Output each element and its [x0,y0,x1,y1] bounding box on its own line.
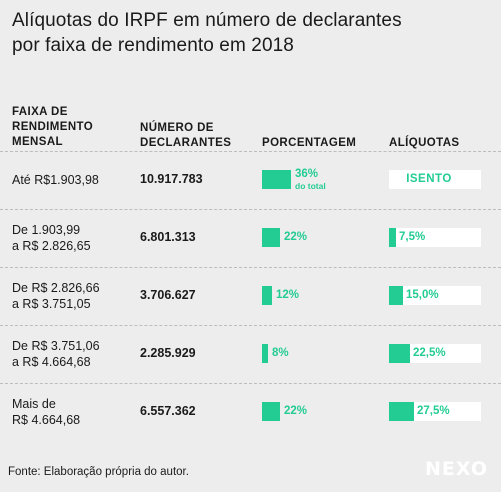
row-separator [0,383,501,384]
percentage-label: 22% [284,231,308,243]
range-label: Até R$1.903,98 [12,172,99,188]
header-range-line-2: RENDIMENTO [12,121,94,133]
header-pct: PORCENTAGEM [262,136,356,151]
range-label: Mais de R$ 4.664,68 [12,396,80,428]
rate-bar [389,344,410,363]
rate-bar [389,228,396,247]
row-separator [0,267,501,268]
percentage-label: 22% [284,405,308,417]
percentage-bar [262,170,291,189]
row-separator [0,325,501,326]
nexo-logo: NEXO [425,458,489,480]
range-label-line: De R$ 3.751,06 [12,339,100,353]
percentage-bar [262,344,268,363]
range-label-line: a R$ 3.751,05 [12,297,91,311]
declarant-count: 6.557.362 [140,404,196,418]
percentage-label: 12% [276,289,300,301]
declarant-count: 6.801.313 [140,230,196,244]
declarant-count: 10.917.783 [140,172,203,186]
header-rate: ALÍQUOTAS [389,136,459,151]
percentage-bar [262,228,280,247]
range-label-line: Até R$1.903,98 [12,173,99,187]
header-range: FAIXA DE RENDIMENTO MENSAL [12,105,93,150]
rate-label: 7,5% [399,231,426,243]
percentage-label: 36% [295,168,319,180]
header-count-line-1: NÚMERO DE [140,122,214,134]
range-label-line: De R$ 2.826,66 [12,281,100,295]
declarant-count: 2.285.929 [140,346,196,360]
header-rate-text: ALÍQUOTAS [389,137,460,149]
percentage-bar [262,402,280,421]
row-separator [0,151,501,152]
declarant-count: 3.706.627 [140,288,196,302]
header-count-line-2: DECLARANTES [140,137,232,149]
rate-track: ISENTO [389,170,481,189]
header-range-line-3: MENSAL [12,136,63,148]
row-separator [0,209,501,210]
chart-title-line-1: Alíquotas do IRPF em número de declarant… [12,10,402,31]
percentage-label: 8% [272,347,289,359]
rate-track: 27,5% [389,402,481,421]
header-count: NÚMERO DE DECLARANTES [140,121,231,151]
range-label: De R$ 3.751,06 a R$ 4.664,68 [12,338,100,370]
rate-track: 7,5% [389,228,481,247]
rate-label: 22,5% [413,347,446,359]
range-label-line: Mais de [12,397,56,411]
header-range-line-1: FAIXA DE [12,106,68,118]
rate-label: 15,0% [406,289,439,301]
source-note: Fonte: Elaboração própria do autor. [8,466,189,478]
percentage-note: do total [295,181,326,191]
range-label: De 1.903,99 a R$ 2.826,65 [12,222,91,254]
rate-track: 22,5% [389,344,481,363]
rate-track: 15,0% [389,286,481,305]
chart-title: Alíquotas do IRPF em número de declarant… [12,8,492,58]
range-label-line: a R$ 4.664,68 [12,355,91,369]
range-label-line: R$ 4.664,68 [12,413,81,427]
range-label-line: De 1.903,99 [12,223,81,237]
header-pct-text: PORCENTAGEM [262,137,357,149]
rate-label: 27,5% [417,405,450,417]
chart-title-line-2: por faixa de rendimento em 2018 [12,35,294,56]
range-label-line: a R$ 2.826,65 [12,239,91,253]
range-label: De R$ 2.826,66 a R$ 3.751,05 [12,280,100,312]
percentage-bar [262,286,272,305]
rate-exempt-label: ISENTO [406,173,452,185]
rate-bar [389,286,403,305]
rate-bar [389,402,414,421]
